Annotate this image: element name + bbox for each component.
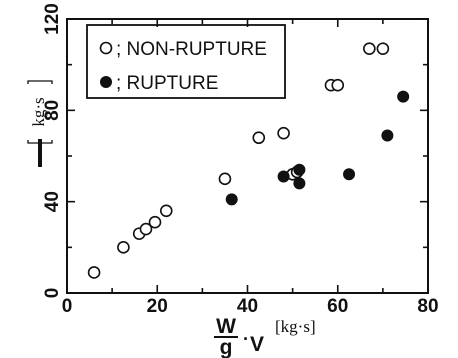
x-tick-label: 60 xyxy=(327,296,348,317)
rupture-point xyxy=(293,163,306,176)
nonrupture-point xyxy=(87,266,101,279)
x-axis-unit-text: kg·s xyxy=(281,317,310,336)
legend-marker-rupture xyxy=(100,76,112,88)
legend-label-nonrupture: ; NON-RUPTURE xyxy=(116,39,267,60)
y-axis-label: kg·s xyxy=(27,80,53,167)
y-tick-label: 40 xyxy=(42,191,63,212)
x-tick-label: 80 xyxy=(417,296,438,317)
x-axis-unit: [kg·s] xyxy=(275,317,316,336)
rupture-point xyxy=(397,90,410,103)
x-label-numerator: W xyxy=(216,315,236,338)
nonrupture-point xyxy=(363,42,376,55)
x-label-suffix: V xyxy=(250,333,264,356)
rupture-point xyxy=(343,168,356,181)
legend: ; NON-RUPTURE ; RUPTURE xyxy=(86,24,286,99)
y-tick-label: 120 xyxy=(42,3,63,35)
y-unit-bracket-open xyxy=(27,140,53,144)
y-axis-unit: kg·s xyxy=(29,97,48,126)
nonrupture-point xyxy=(331,78,345,92)
nonrupture-point xyxy=(139,222,153,236)
legend-marker-nonrupture xyxy=(99,41,113,55)
legend-label-rupture: ; RUPTURE xyxy=(116,73,218,94)
x-tick-label: 0 xyxy=(62,296,73,317)
nonrupture-point xyxy=(148,215,162,229)
nonrupture-point xyxy=(218,172,232,186)
legend-box xyxy=(86,24,286,99)
data-points xyxy=(87,42,410,279)
x-axis-label: W g · V [kg·s] xyxy=(214,315,316,358)
rupture-point xyxy=(381,129,394,142)
nonrupture-point xyxy=(117,241,130,254)
y-axis-ticks: 0 40 80 120 xyxy=(42,3,428,298)
rupture-point xyxy=(277,170,290,183)
rupture-point xyxy=(293,177,306,190)
y-axis-symbol-bar xyxy=(38,139,42,167)
y-tick-label: 0 xyxy=(42,288,63,299)
nonrupture-point xyxy=(277,126,290,140)
x-tick-label: 40 xyxy=(237,296,258,317)
x-label-denominator: g xyxy=(220,336,233,358)
y-unit-bracket-close xyxy=(27,80,53,84)
x-label-dot: · xyxy=(243,329,249,349)
y-tick-label: 80 xyxy=(42,100,63,121)
rupture-point xyxy=(225,193,238,206)
nonrupture-point xyxy=(252,131,266,145)
x-tick-label: 20 xyxy=(147,296,168,317)
nonrupture-point xyxy=(159,204,173,218)
nonrupture-point xyxy=(376,42,390,55)
x-axis-ticks: 0 20 40 60 80 xyxy=(62,19,439,317)
